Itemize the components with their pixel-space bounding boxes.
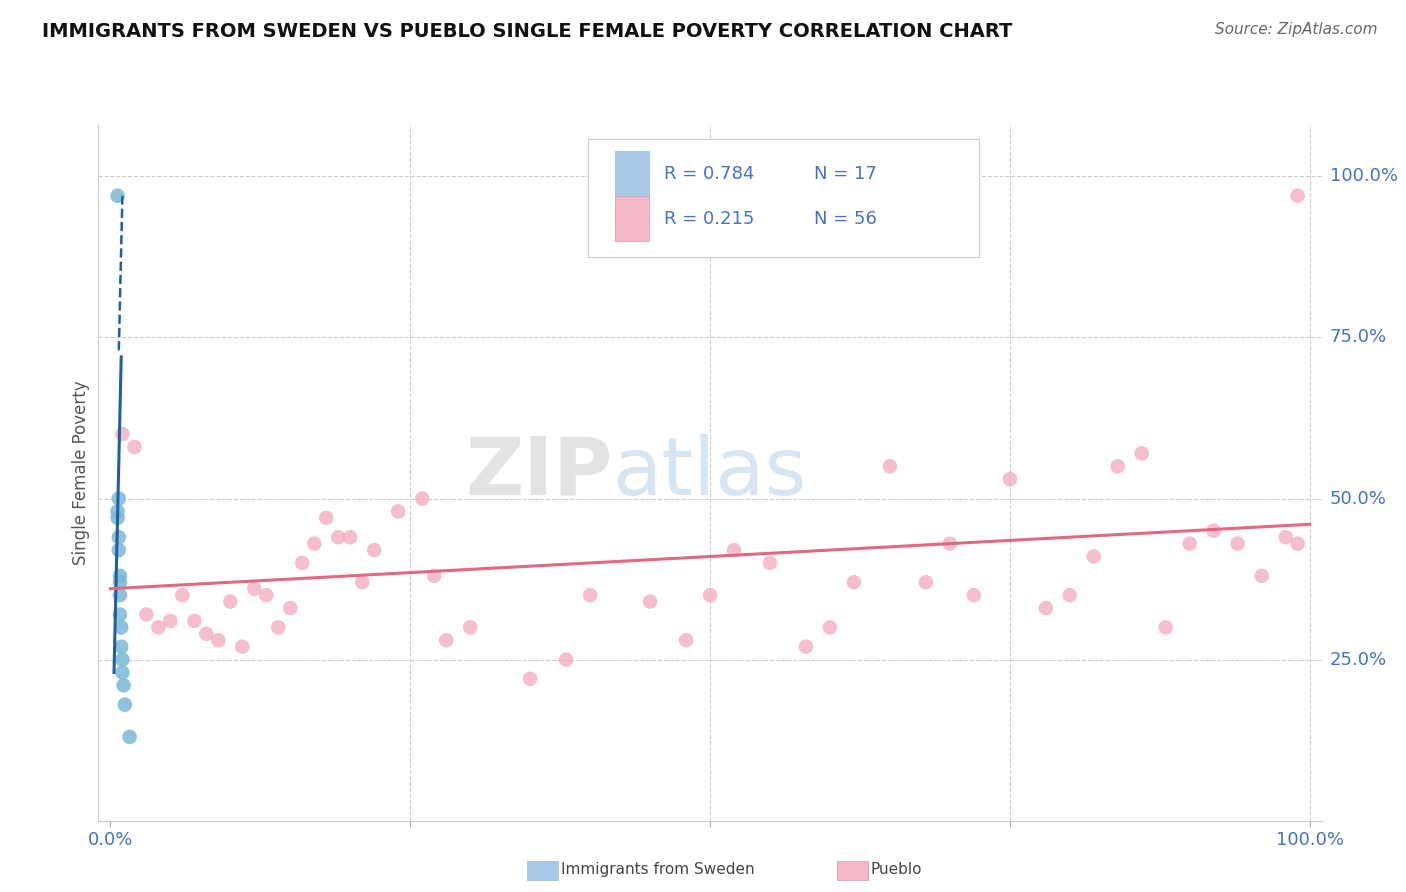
Point: [1250, 569, 1272, 583]
Text: 25.0%: 25.0%: [1330, 650, 1388, 669]
Point: [278, 601, 301, 615]
Point: [1202, 524, 1225, 538]
Point: [108, 543, 129, 558]
Point: [108, 530, 129, 544]
Point: [1226, 536, 1249, 550]
Point: [108, 491, 129, 506]
Text: Source: ZipAtlas.com: Source: ZipAtlas.com: [1215, 22, 1378, 37]
Text: R = 0.215: R = 0.215: [664, 210, 754, 227]
FancyBboxPatch shape: [588, 139, 979, 257]
Point: [148, 620, 170, 634]
Point: [1083, 549, 1105, 564]
Point: [207, 633, 229, 648]
Text: atlas: atlas: [612, 434, 807, 512]
Point: [111, 652, 134, 666]
Point: [1059, 588, 1081, 602]
Point: [1286, 536, 1309, 550]
Point: [963, 588, 986, 602]
Point: [110, 620, 132, 634]
Point: [118, 730, 141, 744]
Point: [1130, 446, 1153, 460]
Point: [998, 472, 1021, 486]
Point: [423, 569, 446, 583]
Point: [107, 504, 129, 518]
Text: 50.0%: 50.0%: [1330, 490, 1386, 508]
Point: [638, 594, 661, 608]
Point: [124, 440, 146, 454]
Point: [434, 633, 457, 648]
Point: [675, 633, 697, 648]
Point: [579, 588, 602, 602]
Point: [110, 640, 132, 654]
Point: [231, 640, 253, 654]
Point: [818, 620, 841, 634]
Point: [842, 575, 865, 590]
Point: [879, 459, 901, 474]
Point: [195, 627, 218, 641]
Point: [1154, 620, 1177, 634]
Text: ZIP: ZIP: [465, 434, 612, 512]
Point: [915, 575, 938, 590]
Point: [555, 652, 578, 666]
Point: [243, 582, 266, 596]
Point: [387, 504, 409, 518]
Point: [363, 543, 385, 558]
Point: [172, 588, 194, 602]
Point: [112, 678, 135, 692]
Point: [108, 575, 131, 590]
Point: [219, 594, 242, 608]
Text: N = 17: N = 17: [814, 165, 877, 183]
Point: [1286, 188, 1309, 202]
Point: [267, 620, 290, 634]
Point: [519, 672, 541, 686]
Point: [328, 530, 350, 544]
Point: [1035, 601, 1057, 615]
Point: [699, 588, 721, 602]
Point: [183, 614, 205, 628]
Point: [339, 530, 361, 544]
FancyBboxPatch shape: [614, 151, 648, 196]
Text: Immigrants from Sweden: Immigrants from Sweden: [561, 863, 755, 877]
Point: [111, 427, 134, 442]
Point: [411, 491, 433, 506]
Point: [1274, 530, 1296, 544]
Text: 100.0%: 100.0%: [1330, 168, 1398, 186]
Point: [304, 536, 326, 550]
Text: N = 56: N = 56: [814, 210, 877, 227]
Point: [352, 575, 374, 590]
Point: [107, 188, 129, 202]
FancyBboxPatch shape: [614, 196, 648, 242]
Point: [135, 607, 157, 622]
Point: [1178, 536, 1201, 550]
Point: [458, 620, 481, 634]
Text: R = 0.784: R = 0.784: [664, 165, 754, 183]
Point: [759, 556, 782, 570]
Point: [108, 607, 131, 622]
Point: [108, 588, 131, 602]
Point: [939, 536, 962, 550]
Text: 75.0%: 75.0%: [1330, 328, 1388, 346]
Text: IMMIGRANTS FROM SWEDEN VS PUEBLO SINGLE FEMALE POVERTY CORRELATION CHART: IMMIGRANTS FROM SWEDEN VS PUEBLO SINGLE …: [42, 22, 1012, 41]
Point: [723, 543, 745, 558]
Point: [291, 556, 314, 570]
Point: [108, 569, 131, 583]
Point: [111, 665, 134, 680]
Point: [794, 640, 817, 654]
Point: [159, 614, 181, 628]
Point: [107, 511, 129, 525]
Point: [254, 588, 277, 602]
Point: [114, 698, 136, 712]
Y-axis label: Single Female Poverty: Single Female Poverty: [72, 381, 90, 565]
Point: [315, 511, 337, 525]
Text: Pueblo: Pueblo: [870, 863, 922, 877]
Point: [1107, 459, 1129, 474]
